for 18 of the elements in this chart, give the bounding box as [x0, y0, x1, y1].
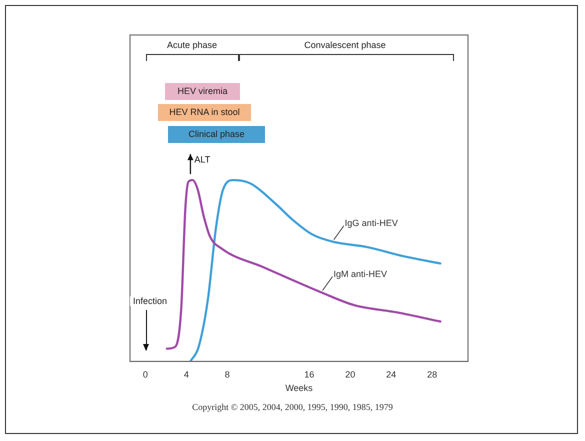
x-tick-label: 24: [386, 369, 396, 380]
x-axis-title: Weeks: [285, 383, 314, 394]
x-tick-label: 0: [142, 369, 148, 380]
x-tick-label: 8: [224, 369, 230, 380]
x-tick-label: 28: [427, 369, 438, 380]
text: Clinical phase: [168, 126, 265, 143]
x-tick-label: 4: [184, 369, 189, 380]
annotation: Infection: [130, 296, 170, 306]
text: HEV RNA in stool: [158, 104, 251, 121]
x-tick-label: 20: [345, 369, 356, 380]
text: HEV viremia: [165, 83, 240, 100]
series-label: IgG anti-HEV: [344, 218, 398, 228]
text: Copyright © 2005, 2004, 2000, 1995, 1990, 1985, 1979: [191, 402, 394, 412]
text: Acute phase: [166, 40, 218, 50]
text: Convalescent phase: [303, 40, 387, 50]
annotation: ALT: [194, 154, 211, 165]
x-tick-label: 16: [304, 369, 314, 380]
series-label: IgM anti-HEV: [334, 268, 388, 279]
